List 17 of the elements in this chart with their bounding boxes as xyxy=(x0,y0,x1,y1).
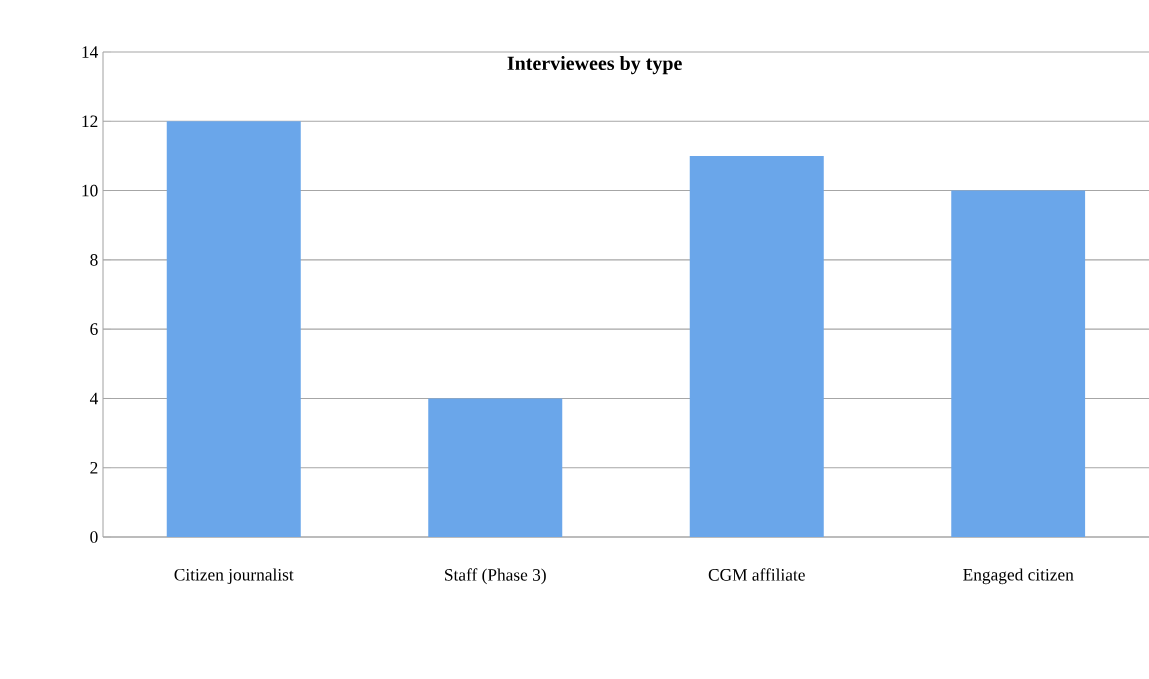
chart-title: Interviewees by type xyxy=(507,56,682,75)
y-tick-label: 10 xyxy=(82,184,98,197)
x-tick-label: CGM affiliate xyxy=(708,568,805,581)
x-tick-label: Engaged citizen xyxy=(963,568,1074,585)
y-tick-label: 8 xyxy=(90,254,98,266)
y-tick-label: 14 xyxy=(82,46,99,58)
bar xyxy=(166,121,301,537)
y-tick-label: 0 xyxy=(90,531,98,543)
bar xyxy=(951,190,1086,537)
x-tick-label: Citizen journalist xyxy=(174,568,294,585)
x-tick-label: Staff (Phase 3) xyxy=(445,568,546,585)
y-tick-label: 2 xyxy=(90,461,98,474)
y-tick-label: 6 xyxy=(90,323,98,335)
y-tick-label: 4 xyxy=(89,392,99,405)
bar xyxy=(428,398,563,537)
y-tick-label: 12 xyxy=(82,115,98,128)
bar xyxy=(689,155,824,537)
